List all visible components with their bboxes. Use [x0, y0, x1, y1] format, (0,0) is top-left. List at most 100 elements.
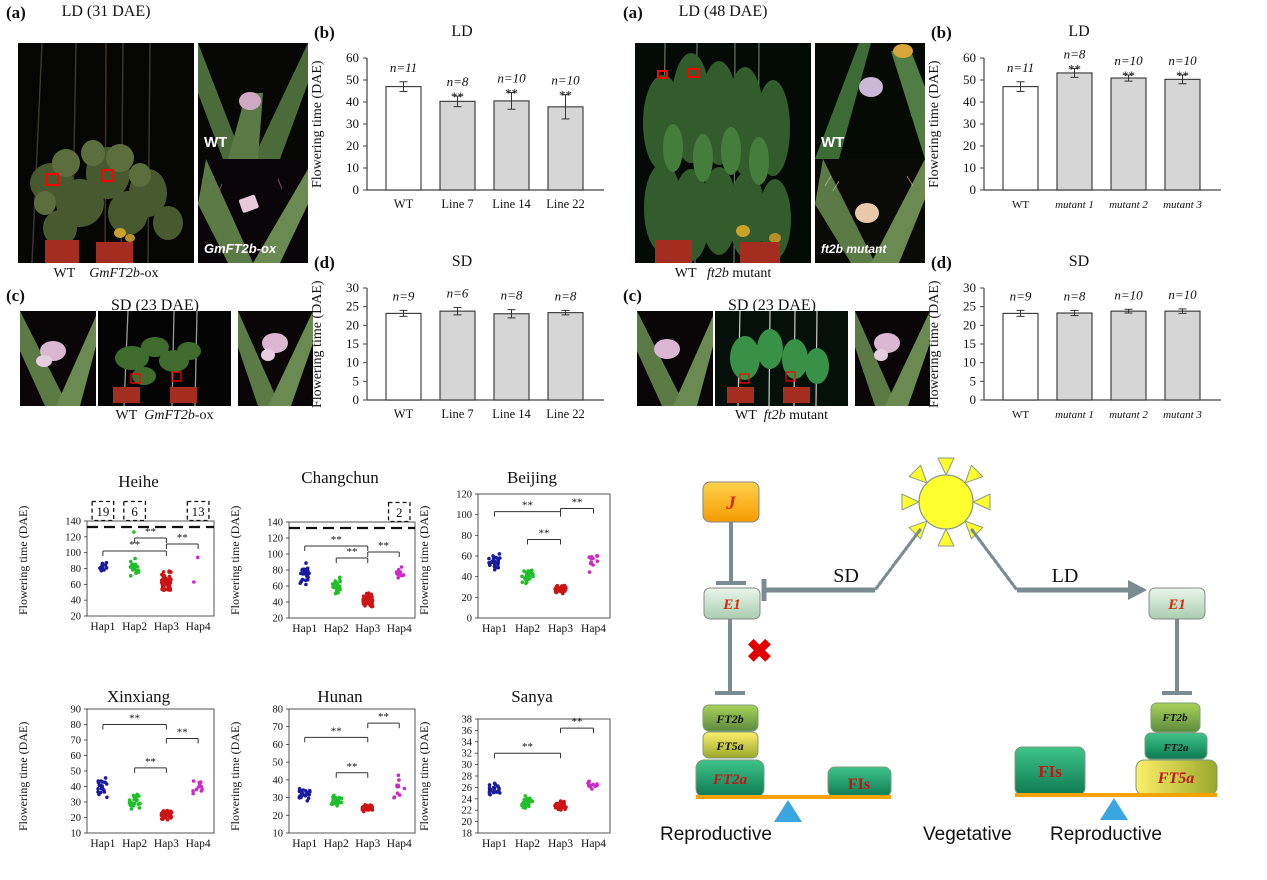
svg-text:Reproductive: Reproductive	[660, 824, 772, 845]
svg-text:E1: E1	[722, 597, 741, 613]
svg-text:Hap2: Hap2	[324, 623, 349, 635]
svg-text:60: 60	[273, 582, 284, 593]
svg-text:n=10: n=10	[497, 71, 526, 86]
svg-text:60: 60	[462, 552, 473, 563]
svg-text:FT2b: FT2b	[715, 712, 743, 726]
svg-text:Hap4: Hap4	[186, 838, 211, 850]
svg-text:FT2a: FT2a	[712, 772, 748, 788]
svg-text:20: 20	[71, 813, 82, 824]
svg-text:40: 40	[963, 94, 976, 109]
svg-text:mutant 2: mutant 2	[1109, 199, 1148, 211]
svg-text:60: 60	[273, 740, 284, 751]
svg-text:n=10: n=10	[1168, 287, 1197, 302]
svg-text:WT: WT	[204, 134, 227, 151]
svg-text:80: 80	[273, 566, 284, 577]
svg-text:50: 50	[273, 758, 284, 769]
svg-text:FT2b: FT2b	[1161, 712, 1188, 724]
svg-text:Line 7: Line 7	[441, 197, 473, 211]
svg-text:0: 0	[970, 182, 977, 197]
svg-text:Hap2: Hap2	[515, 623, 540, 635]
svg-text:60: 60	[346, 50, 359, 65]
svg-text:20: 20	[273, 614, 284, 625]
svg-text:15: 15	[346, 336, 359, 351]
svg-text:Hap1: Hap1	[90, 838, 115, 850]
svg-text:**: **	[1122, 68, 1135, 83]
svg-text:ft2b mutant: ft2b mutant	[821, 242, 887, 256]
svg-text:FIs: FIs	[848, 776, 870, 793]
svg-text:0: 0	[353, 182, 360, 197]
svg-text:**: **	[331, 534, 342, 546]
svg-text:Hap2: Hap2	[515, 838, 540, 850]
svg-text:30: 30	[963, 116, 976, 131]
svg-text:20: 20	[963, 138, 976, 153]
svg-text:**: **	[572, 496, 583, 508]
svg-text:**: **	[559, 88, 572, 103]
svg-text:22: 22	[462, 806, 473, 817]
svg-text:Hap2: Hap2	[324, 838, 349, 850]
svg-text:60: 60	[71, 751, 82, 762]
svg-text:70: 70	[71, 736, 82, 747]
svg-text:Hap1: Hap1	[292, 623, 317, 635]
svg-text:n=8: n=8	[501, 288, 523, 303]
svg-text:15: 15	[963, 336, 976, 351]
svg-text:Hap3: Hap3	[355, 623, 380, 635]
svg-text:50: 50	[346, 72, 359, 87]
svg-text:**: **	[539, 527, 550, 539]
svg-text:100: 100	[267, 550, 283, 561]
svg-text:mutant 1: mutant 1	[1055, 199, 1094, 211]
svg-text:80: 80	[462, 531, 473, 542]
svg-text:50: 50	[71, 767, 82, 778]
svg-text:**: **	[347, 546, 358, 558]
svg-text:**: **	[1176, 68, 1189, 83]
svg-text:mutant 2: mutant 2	[1109, 409, 1148, 421]
svg-text:**: **	[177, 532, 188, 544]
svg-text:40: 40	[71, 782, 82, 793]
svg-text:**: **	[522, 500, 533, 512]
svg-text:10: 10	[273, 829, 284, 840]
svg-text:mutant 3: mutant 3	[1163, 199, 1202, 211]
svg-text:Line 22: Line 22	[546, 197, 585, 211]
svg-text:J: J	[725, 493, 736, 514]
svg-text:Line 14: Line 14	[492, 197, 531, 211]
svg-text:24: 24	[462, 794, 473, 805]
svg-text:10: 10	[963, 160, 976, 175]
svg-text:**: **	[378, 711, 389, 723]
svg-text:**: **	[522, 741, 533, 753]
svg-text:10: 10	[346, 160, 359, 175]
svg-text:WT: WT	[1012, 199, 1029, 211]
svg-text:**: **	[331, 725, 342, 737]
svg-text:E1: E1	[1167, 597, 1186, 613]
svg-text:n=9: n=9	[393, 288, 415, 303]
svg-text:32: 32	[462, 749, 473, 760]
svg-text:**: **	[177, 726, 188, 738]
svg-text:120: 120	[456, 490, 472, 501]
svg-text:**: **	[572, 716, 583, 728]
svg-text:FT2a: FT2a	[1162, 742, 1189, 754]
svg-text:Hap3: Hap3	[154, 838, 179, 850]
svg-text:WT: WT	[1012, 409, 1029, 421]
svg-text:60: 60	[963, 50, 976, 65]
svg-text:40: 40	[71, 596, 82, 607]
svg-text:80: 80	[273, 705, 284, 716]
svg-text:Hap4: Hap4	[581, 623, 606, 635]
svg-text:30: 30	[346, 116, 359, 131]
svg-text:20: 20	[346, 138, 359, 153]
svg-text:36: 36	[462, 726, 473, 737]
svg-text:20: 20	[346, 317, 359, 332]
svg-text:**: **	[451, 89, 464, 104]
svg-text:2: 2	[396, 505, 403, 520]
svg-text:n=10: n=10	[1168, 53, 1197, 68]
svg-text:LD: LD	[1052, 565, 1079, 587]
svg-text:50: 50	[963, 72, 976, 87]
svg-text:38: 38	[462, 715, 473, 726]
svg-text:Hap2: Hap2	[122, 838, 147, 850]
svg-text:80: 80	[71, 564, 82, 575]
svg-text:34: 34	[462, 737, 473, 748]
svg-text:n=9: n=9	[1010, 288, 1032, 303]
svg-text:40: 40	[346, 94, 359, 109]
svg-text:25: 25	[963, 299, 976, 314]
svg-text:30: 30	[71, 798, 82, 809]
svg-text:40: 40	[273, 775, 284, 786]
svg-text:10: 10	[346, 355, 359, 370]
svg-text:18: 18	[462, 829, 473, 840]
